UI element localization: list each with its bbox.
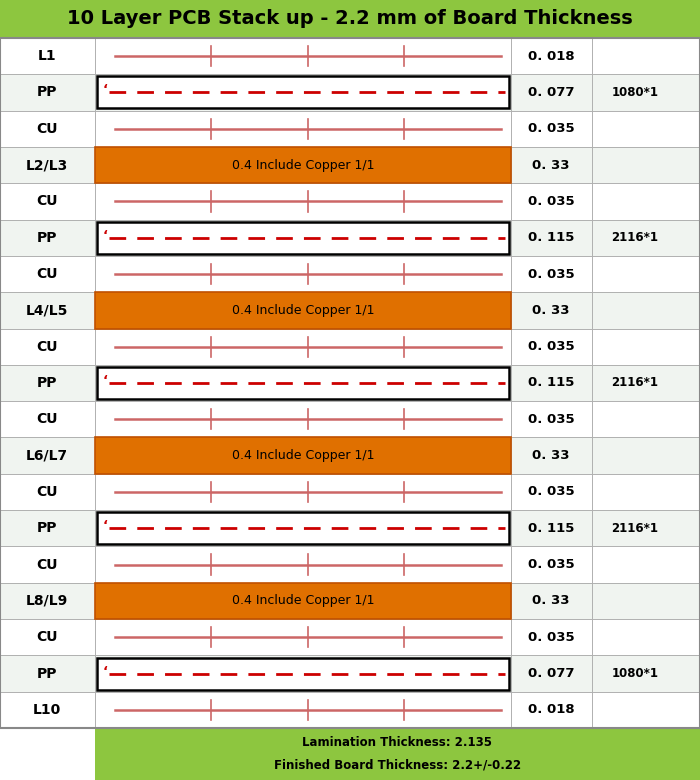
Text: 0. 33: 0. 33 [533,449,570,462]
Text: ‘: ‘ [102,519,108,534]
Text: CU: CU [36,413,58,427]
Bar [0,619,700,655]
Text: 0. 018: 0. 018 [528,704,575,716]
Text: 0. 035: 0. 035 [528,122,575,135]
Text: 2116*1: 2116*1 [611,522,659,535]
Bar [0,692,700,728]
Bar [0,220,700,256]
Text: 0. 035: 0. 035 [528,558,575,571]
Text: PP: PP [37,667,57,680]
Text: CU: CU [36,267,58,281]
Text: 0.4 Include Copper 1/1: 0.4 Include Copper 1/1 [232,449,374,462]
Text: 2116*1: 2116*1 [611,377,659,389]
Bar [94,292,511,328]
Text: 0. 115: 0. 115 [528,522,575,535]
Text: L1: L1 [38,49,57,63]
Bar [0,583,700,619]
Bar [0,38,700,728]
Text: 0. 035: 0. 035 [528,340,575,353]
Text: Lamination Thickness: 2.135: Lamination Thickness: 2.135 [302,736,492,749]
Bar [94,728,700,780]
Bar [94,147,511,183]
Text: 0. 035: 0. 035 [528,195,575,208]
Text: CU: CU [36,122,58,136]
Text: 0. 33: 0. 33 [533,594,570,608]
Text: 0. 035: 0. 035 [528,485,575,498]
Text: CU: CU [36,339,58,353]
Text: L6/L7: L6/L7 [26,448,69,463]
Text: 0.4 Include Copper 1/1: 0.4 Include Copper 1/1 [232,594,374,608]
Text: 1080*1: 1080*1 [611,667,659,680]
Text: PP: PP [37,231,57,245]
Text: 0.4 Include Copper 1/1: 0.4 Include Copper 1/1 [232,304,374,317]
Text: ‘: ‘ [102,665,108,679]
Text: 0. 018: 0. 018 [528,50,575,62]
Text: 2116*1: 2116*1 [611,231,659,244]
Bar [97,512,509,544]
Text: CU: CU [36,194,58,208]
Bar [97,367,509,399]
Bar [0,74,700,111]
Text: L10: L10 [33,703,62,717]
Text: CU: CU [36,485,58,499]
Text: 0. 115: 0. 115 [528,231,575,244]
Bar [0,147,700,183]
Bar [0,38,700,74]
Text: 10 Layer PCB Stack up - 2.2 mm of Board Thickness: 10 Layer PCB Stack up - 2.2 mm of Board … [67,9,633,29]
Text: ‘: ‘ [102,229,108,243]
Text: 0. 115: 0. 115 [528,377,575,389]
Bar [0,0,700,38]
Text: L4/L5: L4/L5 [26,303,69,317]
Text: 0. 035: 0. 035 [528,268,575,281]
Bar [0,183,700,220]
Bar [94,438,511,473]
Text: 0. 33: 0. 33 [533,158,570,172]
Text: Finished Board Thickness: 2.2+/-0.22: Finished Board Thickness: 2.2+/-0.22 [274,759,521,772]
Bar [0,256,700,292]
Text: 0.4 Include Copper 1/1: 0.4 Include Copper 1/1 [232,158,374,172]
Text: 1080*1: 1080*1 [611,86,659,99]
Text: ‘: ‘ [102,374,108,388]
Text: 0. 33: 0. 33 [533,304,570,317]
Bar [0,438,700,473]
Text: ‘: ‘ [102,83,108,98]
Bar [0,547,700,583]
Text: 0. 077: 0. 077 [528,667,575,680]
Text: 0. 035: 0. 035 [528,631,575,644]
Text: L8/L9: L8/L9 [26,594,69,608]
Bar [0,365,700,401]
Text: 0. 077: 0. 077 [528,86,575,99]
Bar [97,76,509,108]
Text: PP: PP [37,86,57,100]
Text: L2/L3: L2/L3 [26,158,69,172]
Bar [0,655,700,692]
Bar [94,583,511,619]
Bar [0,111,700,147]
Bar [0,510,700,547]
Text: CU: CU [36,630,58,644]
Bar [0,328,700,365]
Text: PP: PP [37,376,57,390]
Bar [0,401,700,438]
Bar [97,222,509,254]
Bar [0,473,700,510]
Bar [0,292,700,328]
Text: CU: CU [36,558,58,572]
Text: PP: PP [37,521,57,535]
Text: 0. 035: 0. 035 [528,413,575,426]
Bar [97,658,509,690]
